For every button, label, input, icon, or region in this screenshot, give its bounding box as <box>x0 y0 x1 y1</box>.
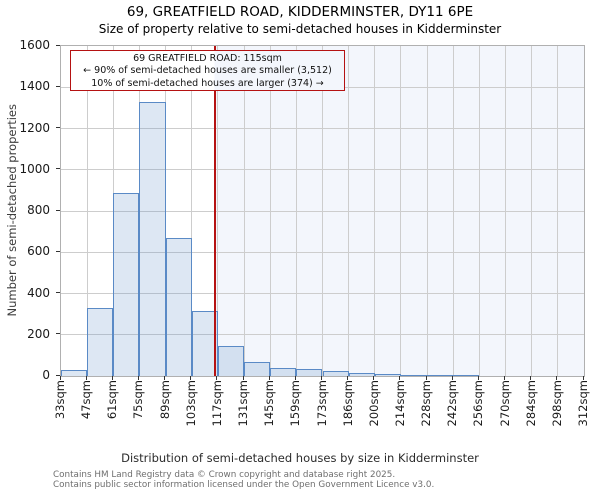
histogram-bar <box>322 371 349 376</box>
histogram-bar <box>87 307 114 376</box>
x-tick-label: 33sqm <box>53 380 67 420</box>
annotation-line-3: 10% of semi-detached houses are larger (… <box>91 77 324 89</box>
histogram-bar <box>61 369 88 376</box>
histogram-bar <box>113 193 140 376</box>
y-tick-label: 1600 <box>19 38 50 52</box>
x-tick-label: 89sqm <box>157 380 172 420</box>
x-tick-mark <box>530 376 532 380</box>
x-tick-mark <box>190 376 192 380</box>
x-tick-label: 47sqm <box>79 380 94 420</box>
x-tick-label: 103sqm <box>183 380 198 427</box>
histogram-bar <box>400 374 428 376</box>
x-tick-label: 270sqm <box>497 380 512 427</box>
x-tick-mark <box>164 376 166 380</box>
x-tick-mark <box>373 376 375 380</box>
x-tick-mark <box>504 376 506 380</box>
x-tick-label: 312sqm <box>576 380 590 427</box>
chart-subtitle: Size of property relative to semi-detach… <box>98 22 502 36</box>
y-tick-mark <box>56 85 60 87</box>
x-tick-mark <box>85 376 87 380</box>
y-tick-label: 800 <box>27 203 50 217</box>
x-tick-label: 186sqm <box>340 380 355 427</box>
histogram-bar <box>217 346 245 376</box>
y-tick-mark <box>56 250 60 252</box>
annotation-line-1: 69 GREATFIELD ROAD: 115sqm <box>133 53 282 64</box>
x-tick-mark <box>321 376 322 380</box>
y-tick-mark <box>56 374 60 376</box>
x-tick-label: 242sqm <box>445 380 460 427</box>
histogram-bar <box>374 373 401 376</box>
x-tick-mark <box>59 376 61 380</box>
chart-title: 69, GREATFIELD ROAD, KIDDERMINSTER, DY11… <box>126 4 474 20</box>
gridline-horizontal <box>61 210 584 212</box>
histogram-bar <box>296 369 323 376</box>
x-tick-mark <box>582 376 584 380</box>
histogram-bar <box>165 237 192 376</box>
footer-line-1: Contains HM Land Registry data © Crown c… <box>53 470 396 480</box>
gridline-horizontal <box>61 128 584 129</box>
gridline-horizontal <box>61 251 584 253</box>
footer: Contains HM Land Registry data © Crown c… <box>53 470 434 490</box>
histogram-bar <box>453 374 480 376</box>
histogram-bar <box>191 311 218 376</box>
y-tick-label: 0 <box>42 368 50 382</box>
x-tick-mark <box>137 376 139 380</box>
x-tick-label: 159sqm <box>288 380 303 427</box>
gridline-horizontal <box>61 334 584 336</box>
x-tick-mark <box>242 376 244 380</box>
y-tick-mark <box>56 168 60 170</box>
y-tick-label: 1000 <box>19 161 50 176</box>
histogram-bar <box>270 367 297 376</box>
x-tick-label: 228sqm <box>419 380 434 427</box>
x-tick-label: 256sqm <box>471 380 486 427</box>
y-tick-mark <box>56 333 60 335</box>
x-tick-mark <box>425 376 427 380</box>
x-tick-label: 298sqm <box>549 380 564 427</box>
histogram-bar <box>139 101 166 376</box>
histogram-bar <box>348 373 375 376</box>
y-tick-label: 200 <box>27 326 50 341</box>
annotation-line-2: ← 90% of semi-detached houses are smalle… <box>83 65 332 77</box>
x-tick-mark <box>556 376 558 380</box>
y-tick-mark <box>56 209 60 211</box>
x-tick-label: 173sqm <box>314 380 329 427</box>
x-tick-label: 131sqm <box>236 380 251 427</box>
x-axis-label: Distribution of semi-detached houses by … <box>121 451 479 465</box>
y-tick-label: 1400 <box>19 79 50 94</box>
x-tick-mark <box>399 376 401 380</box>
x-tick-label: 61sqm <box>105 380 120 420</box>
x-tick-label: 214sqm <box>392 380 407 427</box>
y-tick-mark <box>56 127 60 128</box>
x-tick-mark <box>451 376 453 380</box>
x-tick-mark <box>294 376 296 380</box>
x-tick-mark <box>111 376 113 380</box>
gridline-horizontal <box>61 169 584 171</box>
x-tick-label: 145sqm <box>262 380 277 427</box>
plot-area <box>60 45 585 377</box>
y-tick-mark <box>56 292 60 293</box>
gridline-horizontal <box>61 293 584 294</box>
y-tick-mark <box>56 44 60 46</box>
x-tick-mark <box>347 376 349 380</box>
y-tick-label: 400 <box>27 285 50 300</box>
x-tick-mark <box>216 376 218 380</box>
x-tick-mark <box>268 376 270 380</box>
x-tick-label: 117sqm <box>209 380 224 427</box>
footer-line-2: Contains public sector information licen… <box>53 480 435 490</box>
histogram-bar <box>427 374 454 376</box>
histogram-bar <box>244 361 271 376</box>
y-tick-label: 1200 <box>19 120 50 135</box>
y-tick-label: 600 <box>27 244 50 259</box>
x-tick-label: 284sqm <box>523 380 538 427</box>
property-size-marker-line <box>213 46 216 376</box>
annotation-box: 69 GREATFIELD ROAD: 115sqm ← 90% of semi… <box>70 50 345 91</box>
x-tick-label: 75sqm <box>131 380 146 420</box>
x-tick-label: 200sqm <box>366 380 381 427</box>
x-tick-mark <box>477 376 479 380</box>
